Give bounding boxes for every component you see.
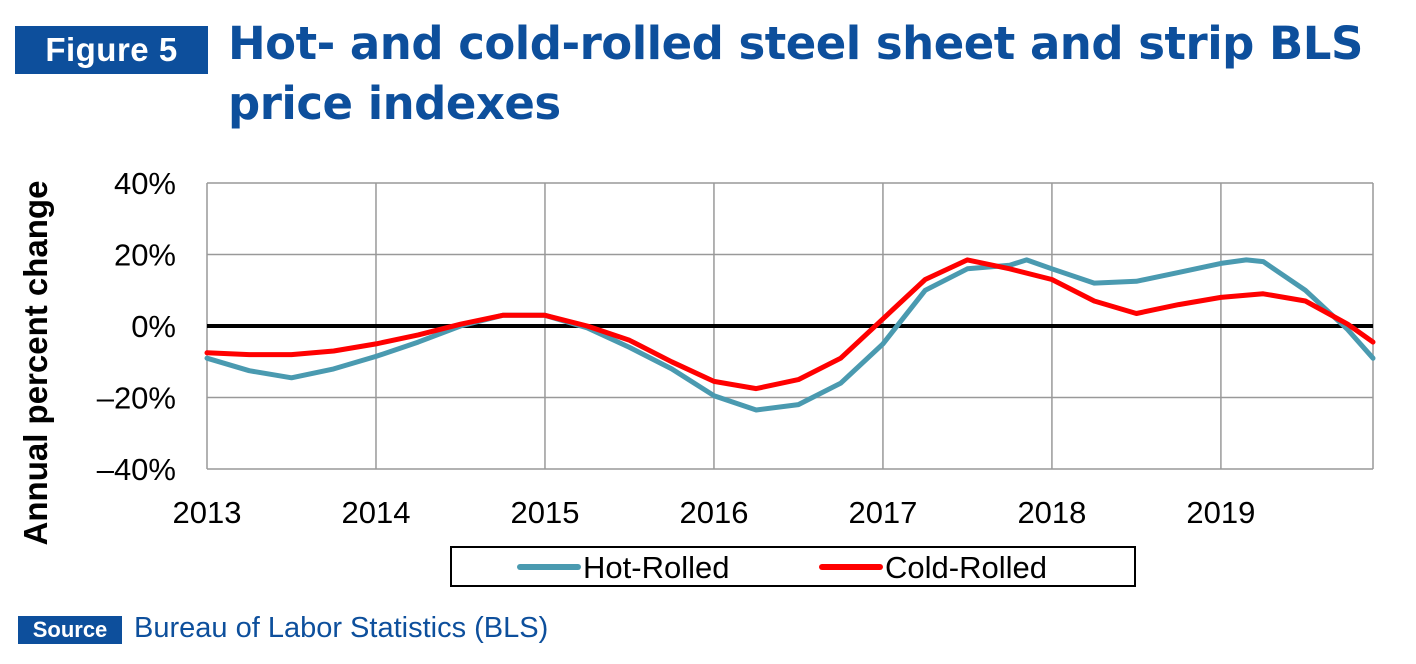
legend-cold-rolled-label: Cold-Rolled bbox=[885, 550, 1047, 585]
line-chart: 40%20%0%–20%–40% 2013 2014 2015 2016 2017 201… bbox=[17, 166, 1376, 587]
source-badge: Source bbox=[18, 616, 122, 644]
x-axis-ticks: 2013 2014 2015 2016 2017 2018 2019 bbox=[173, 495, 1256, 530]
y-axis-label: Annual percent change bbox=[17, 181, 54, 546]
legend-hot-rolled-label: Hot-Rolled bbox=[583, 550, 729, 585]
x-tick-label: 2017 bbox=[848, 495, 917, 530]
chart-title: Hot- and cold-rolled steel sheet and str… bbox=[228, 17, 1363, 130]
y-tick-label: –20% bbox=[97, 381, 176, 416]
y-tick-label: 20% bbox=[114, 238, 176, 273]
x-tick-label: 2013 bbox=[173, 495, 242, 530]
series-line-cold-rolled bbox=[204, 257, 1376, 392]
x-tick-label: 2015 bbox=[510, 495, 579, 530]
series-line-hot-rolled bbox=[204, 257, 1376, 413]
x-tick-label: 2014 bbox=[342, 495, 411, 530]
source-text: Bureau of Labor Statistics (BLS) bbox=[134, 612, 549, 644]
y-tick-label: –40% bbox=[97, 452, 176, 487]
y-axis-ticks: 40% 20% 0% –20% –40% bbox=[97, 166, 176, 487]
y-tick-label: 0% bbox=[131, 309, 176, 344]
x-tick-label: 2019 bbox=[1186, 495, 1255, 530]
x-tick-label: 2018 bbox=[1017, 495, 1086, 530]
y-tick-label: 40% bbox=[114, 166, 176, 201]
series-lines bbox=[204, 257, 1376, 413]
figure-badge: Figure 5 bbox=[15, 26, 208, 74]
legend: Hot-Rolled Cold-Rolled bbox=[450, 546, 1136, 587]
x-tick-label: 2016 bbox=[679, 495, 748, 530]
